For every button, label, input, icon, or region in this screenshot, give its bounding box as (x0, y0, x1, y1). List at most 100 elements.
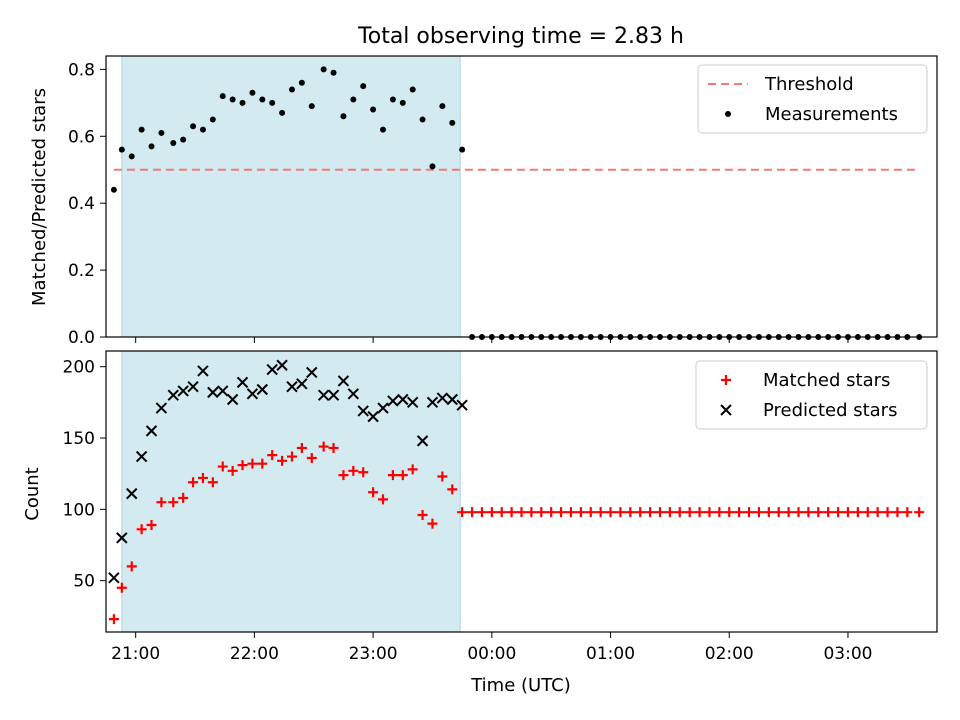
data-point (155, 402, 168, 414)
data-point (118, 146, 125, 153)
y-tick-label: 50 (73, 572, 95, 592)
data-point (180, 136, 187, 143)
x-tick-label: 21:00 (111, 644, 160, 664)
x-tick-label: 00:00 (467, 644, 516, 664)
data-point (190, 123, 197, 130)
data-point (110, 186, 117, 193)
x-axis-label: Time (UTC) (470, 675, 571, 696)
data-point (674, 507, 685, 518)
data-point (116, 532, 128, 544)
data-point (456, 399, 468, 411)
data-point (257, 458, 268, 469)
data-point (585, 507, 596, 518)
data-point (370, 106, 377, 113)
data-point (813, 507, 824, 518)
data-point (417, 510, 428, 521)
data-point (664, 507, 675, 518)
data-point (269, 99, 276, 106)
series-predicted-stars (108, 359, 468, 584)
data-point (207, 386, 219, 399)
data-point (347, 388, 360, 400)
y-tick-label: 0.2 (68, 261, 95, 281)
legend-predicted-label: Predicted stars (763, 400, 897, 421)
x-tick-label: 03:00 (823, 644, 872, 664)
data-point (427, 518, 438, 529)
data-point (437, 471, 448, 482)
data-point (842, 507, 853, 518)
data-point (219, 93, 226, 100)
data-point (389, 96, 396, 103)
data-point (605, 507, 616, 518)
data-point (439, 103, 446, 110)
data-point (914, 507, 925, 518)
data-point (486, 507, 497, 518)
data-point (135, 450, 148, 463)
data-point (556, 507, 567, 518)
y-tick-label: 150 (63, 429, 95, 449)
count-panel: 50 100 150 200 21:00 22:00 23:00 00:00 01:00 02:0… (63, 350, 938, 664)
data-point (360, 83, 367, 90)
data-point (217, 385, 229, 397)
data-point (358, 467, 369, 478)
legend-matched-label: Matched stars (763, 370, 890, 391)
data-point (229, 96, 236, 103)
data-point (516, 507, 527, 518)
data-point (207, 477, 218, 488)
legend-measurements-label: Measurements (765, 104, 898, 125)
data-point (330, 69, 337, 76)
data-point (823, 507, 834, 518)
data-point (575, 507, 586, 518)
data-point (635, 507, 646, 518)
legend-ratio: Threshold Measurements (697, 64, 928, 134)
data-point (387, 395, 399, 407)
data-point (308, 103, 315, 110)
data-point (266, 363, 278, 376)
data-point (286, 451, 297, 462)
legend-box (697, 64, 928, 134)
data-point (459, 146, 466, 153)
y-tick-label: 200 (63, 358, 95, 378)
plot-frame (105, 55, 938, 338)
data-point (872, 507, 883, 518)
data-point (197, 472, 208, 483)
data-point (753, 507, 764, 518)
data-point (378, 494, 388, 505)
data-point (565, 507, 576, 518)
legend-box (695, 360, 928, 430)
data-point (684, 507, 695, 518)
y-tick-label: 0.6 (68, 127, 95, 147)
data-point (148, 143, 155, 150)
y-tick-label: 0.0 (68, 328, 95, 348)
data-point (724, 507, 735, 518)
data-point (327, 389, 340, 401)
data-point (546, 507, 557, 518)
data-point (694, 507, 705, 518)
data-point (744, 507, 755, 518)
data-point (368, 487, 379, 498)
observing-window (121, 55, 461, 338)
data-point (167, 389, 179, 401)
data-point (116, 582, 127, 593)
data-point (426, 396, 439, 409)
x-tick-label: 01:00 (586, 644, 635, 664)
data-point (178, 492, 189, 503)
data-point (306, 452, 317, 463)
chart-title: Total observing time = 2.83 h (357, 24, 684, 49)
data-point (409, 86, 416, 93)
data-point (763, 507, 774, 518)
data-point (377, 402, 389, 414)
legend-matched-swatch (721, 375, 731, 385)
data-point (436, 392, 449, 404)
data-point (419, 116, 426, 123)
legend-threshold-label: Threshold (764, 74, 854, 95)
data-point (256, 383, 269, 396)
data-point (467, 507, 478, 518)
data-point (625, 507, 636, 518)
data-point (783, 507, 794, 518)
data-point (298, 79, 305, 86)
data-point (615, 507, 626, 518)
data-point (237, 460, 248, 471)
data-point (177, 385, 189, 397)
data-point (306, 366, 318, 379)
data-point (156, 497, 167, 508)
